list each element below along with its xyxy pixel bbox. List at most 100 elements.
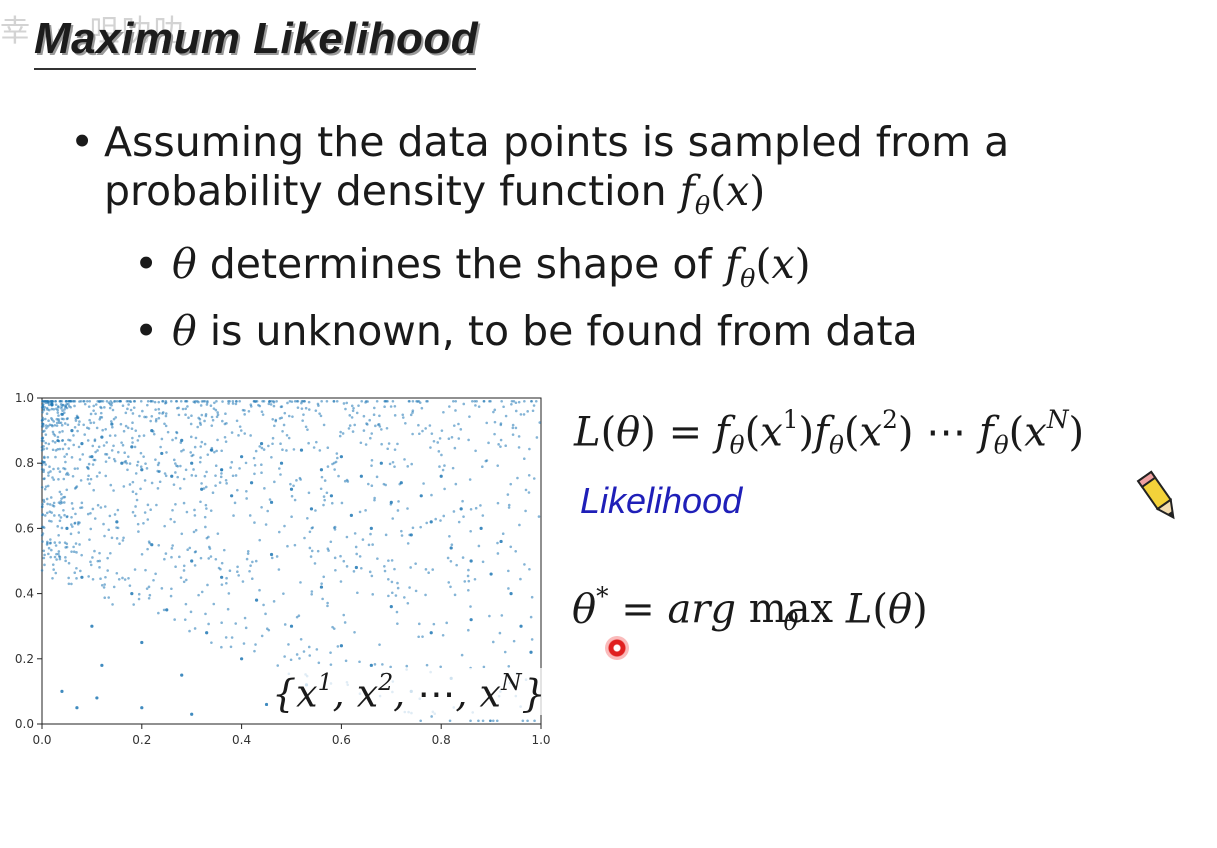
scatter-point [331, 625, 334, 629]
scatter-point [164, 401, 167, 405]
scatter-point [131, 490, 135, 493]
scatter-point [208, 547, 212, 550]
scatter-point [60, 492, 63, 496]
scatter-point [265, 627, 269, 631]
scatter-point [367, 543, 371, 547]
scatter-point [511, 426, 515, 430]
scatter-point [209, 509, 213, 512]
scatter-point [99, 506, 103, 509]
scatter-point [419, 494, 423, 498]
scatter-point [185, 510, 189, 514]
scatter-point [207, 557, 211, 560]
scatter-point [143, 479, 147, 482]
scatter-point [338, 434, 342, 438]
scatter-point [93, 517, 97, 520]
scatter-point [188, 546, 192, 550]
scatter-point [64, 473, 68, 476]
scatter-point [243, 616, 247, 620]
scatter-point [290, 400, 294, 403]
scatter-point [467, 628, 470, 632]
scatter-point [134, 472, 138, 475]
scatter-point [109, 551, 112, 555]
scatter-point [105, 399, 109, 403]
scatter-point [350, 404, 354, 408]
scatter-point [152, 578, 155, 582]
scatter-point [449, 559, 453, 563]
pencil-icon [1136, 470, 1175, 520]
scatter-point [232, 514, 235, 517]
scatter-point [184, 407, 188, 411]
y-tick-label: 0.0 [15, 717, 34, 731]
x-tick-label: 1.0 [531, 733, 550, 747]
scatter-point [420, 406, 424, 410]
scatter-point [108, 514, 112, 518]
scatter-point [441, 468, 445, 472]
scatter-point [124, 411, 128, 415]
scatter-point [375, 399, 379, 403]
scatter-point [350, 416, 354, 419]
scatter-point [106, 569, 109, 572]
scatter-point [262, 603, 265, 607]
likelihood-equation: L(θ) = fθ(x1)fθ(x2) ⋯ fθ(xN) [574, 405, 1085, 461]
scatter-point [268, 399, 272, 403]
scatter-point [279, 473, 282, 476]
scatter-point [57, 421, 61, 424]
scatter-point [133, 399, 137, 403]
scatter-point [509, 482, 513, 486]
scatter-point [185, 399, 189, 403]
scatter-point [137, 530, 140, 533]
scatter-point [367, 482, 370, 486]
scatter-point [200, 482, 203, 485]
scatter-point [501, 532, 505, 536]
scatter-point [360, 566, 363, 570]
scatter-point [296, 406, 300, 409]
scatter-point [263, 487, 266, 490]
scatter-point [389, 665, 392, 669]
scatter-point [51, 448, 55, 452]
scatter-point [163, 557, 166, 561]
scatter-point [45, 543, 49, 546]
scatter-point [404, 421, 407, 425]
scatter-point [121, 404, 125, 408]
scatter-point [211, 491, 215, 495]
scatter-point [184, 602, 188, 606]
scatter-point [172, 458, 176, 462]
scatter-point [447, 581, 451, 584]
scatter-point [67, 576, 70, 580]
scatter-point [112, 585, 116, 589]
scatter-point [78, 458, 82, 461]
scatter-point [63, 422, 67, 425]
scatter-point [220, 449, 223, 453]
scatter-point [510, 399, 514, 403]
scatter-point [203, 474, 207, 478]
scatter-point [323, 479, 327, 482]
scatter-point [283, 623, 287, 626]
scatter-point [45, 447, 49, 450]
scatter-point [158, 480, 162, 484]
scatter-point [313, 562, 317, 565]
scatter-point [146, 503, 150, 507]
scatter-point [514, 426, 518, 430]
scatter-point [502, 405, 505, 409]
scatter-point [192, 468, 195, 471]
scatter-point [51, 430, 55, 434]
scatter-point [54, 455, 57, 459]
scatter-point [41, 416, 45, 420]
scatter-point [334, 568, 337, 572]
scatter-point [58, 470, 62, 473]
scatter-point [58, 554, 61, 558]
scatter-point [153, 400, 157, 404]
scatter-point [419, 719, 422, 723]
scatter-point [292, 448, 296, 451]
scatter-point [59, 516, 63, 519]
scatter-point [42, 500, 46, 504]
scatter-point [71, 474, 75, 478]
scatter-point [322, 575, 326, 579]
scatter-point [199, 445, 203, 448]
scatter-point [424, 593, 427, 597]
scatter-point [271, 417, 275, 421]
scatter-point [86, 477, 90, 481]
scatter-point [400, 529, 403, 533]
scatter-point [295, 653, 299, 656]
scatter-point [86, 512, 90, 516]
